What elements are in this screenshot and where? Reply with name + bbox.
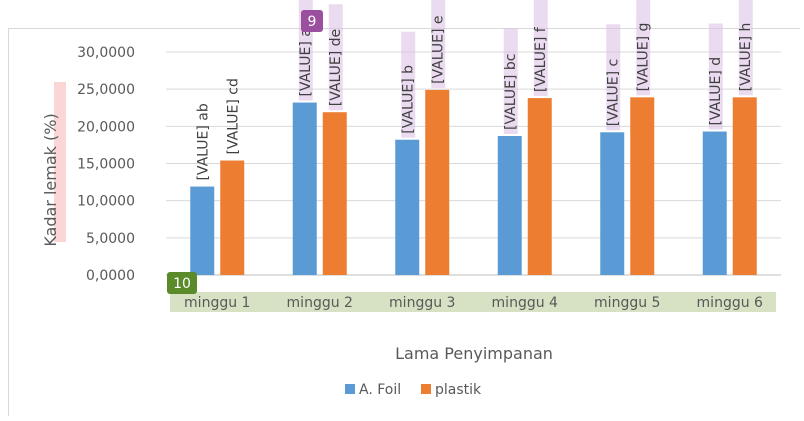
ylabel-highlight [54,82,66,242]
gridlines [166,51,781,276]
y-tick-label: 10,0000 [77,194,135,210]
data-label: [VALUE] ab [195,103,211,180]
y-axis-title: Kadar lemak (%) [41,113,60,246]
y-tick-labels: 0,0000 5,0000 10,0000 15,0000 20,0000 25,0000… [77,45,135,284]
data-label: [VALUE] h [738,23,754,92]
bar-foil [702,131,727,275]
bars [190,89,757,276]
bar-foil [395,139,420,275]
x-tick-label: minggu 3 [389,295,455,311]
data-label-highlight [431,0,446,88]
bar-foil [292,102,317,276]
x-tick-label: minggu 6 [697,295,763,311]
x-tick-labels: minggu 1 minggu 2 minggu 3 minggu 4 minggu 5… [184,295,763,311]
legend: A. Foil plastik [345,382,482,398]
data-label: [VALUE] de [328,29,344,106]
y-tick-label: 30,0000 [77,45,135,61]
data-label-highlight [533,0,548,97]
data-label: [VALUE] d [708,57,724,126]
badge-9-box [301,10,323,32]
data-label-highlight [401,31,416,138]
badge-10: 10 [167,272,197,294]
bar-plastik [322,112,347,276]
badge-9: 9 [301,10,323,32]
legend-label: plastik [435,382,482,398]
bar-plastik [220,160,245,275]
bar-foil [497,135,522,275]
y-tick-label: 20,0000 [77,119,135,135]
bar-foil [190,186,215,275]
y-tick-label: 15,0000 [77,157,135,173]
data-label: [VALUE] f [533,26,549,92]
data-label: [VALUE] b [400,65,416,134]
data-label: [VALUE] a [298,28,314,96]
data-label-highlight [503,27,518,134]
bar-plastik [630,97,655,276]
x-tick-label: minggu 2 [287,295,353,311]
data-label-highlight [328,4,343,111]
data-label: [VALUE] g [635,23,651,92]
badge-10-text: 10 [173,276,191,292]
data-label: [VALUE] bc [503,54,519,130]
x-tick-label: minggu 5 [594,295,660,311]
data-label-highlight [708,23,723,130]
legend-label: A. Foil [359,382,401,398]
x-axis-title: Lama Penyimpanan [395,344,553,363]
data-label-highlight [738,0,753,96]
y-tick-label: 5,0000 [86,231,135,247]
legend-swatch [421,384,431,394]
data-label-highlight [636,0,651,96]
data-label-highlight [606,24,621,131]
data-label: [VALUE] cd [225,78,241,154]
x-tick-label: minggu 4 [492,295,558,311]
data-label: [VALUE] c [605,59,621,127]
y-tick-label: 0,0000 [86,268,135,284]
bar-plastik [732,97,757,276]
x-tick-label: minggu 1 [184,295,250,311]
xaxis-highlight [170,292,776,312]
bar-plastik [527,98,552,275]
data-label: [VALUE] e [430,15,446,83]
bar-plastik [425,89,450,275]
legend-swatch [345,384,355,394]
y-tick-label: 25,0000 [77,82,135,98]
bar-foil [600,132,625,275]
chart-frame [8,28,800,416]
badge-9-text: 9 [308,14,317,30]
badge-10-box [167,272,197,294]
data-labels: [VALUE] ab [VALUE] cd [VALUE] a [VALUE] de [… [195,0,754,181]
highlight-overlays [54,82,776,312]
